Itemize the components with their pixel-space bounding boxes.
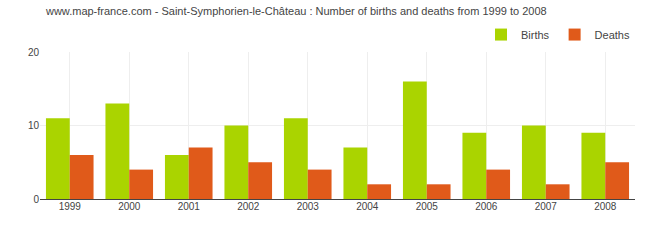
svg-text:1999: 1999 xyxy=(59,201,82,212)
svg-text:2000: 2000 xyxy=(118,201,141,212)
svg-text:Deaths: Deaths xyxy=(595,29,630,41)
svg-text:10: 10 xyxy=(28,120,40,131)
svg-text:2008: 2008 xyxy=(594,201,617,212)
svg-text:Births: Births xyxy=(521,29,550,41)
svg-text:2005: 2005 xyxy=(416,201,439,212)
svg-text:2006: 2006 xyxy=(475,201,498,212)
svg-text:www.map-france.com - Saint-Sym: www.map-france.com - Saint-Symphorien-le… xyxy=(45,5,547,17)
svg-text:2003: 2003 xyxy=(297,201,320,212)
svg-text:20: 20 xyxy=(28,47,40,58)
svg-text:2002: 2002 xyxy=(237,201,260,212)
svg-text:0: 0 xyxy=(33,194,39,205)
svg-text:2004: 2004 xyxy=(356,201,379,212)
svg-text:2007: 2007 xyxy=(535,201,558,212)
svg-text:2001: 2001 xyxy=(178,201,201,212)
